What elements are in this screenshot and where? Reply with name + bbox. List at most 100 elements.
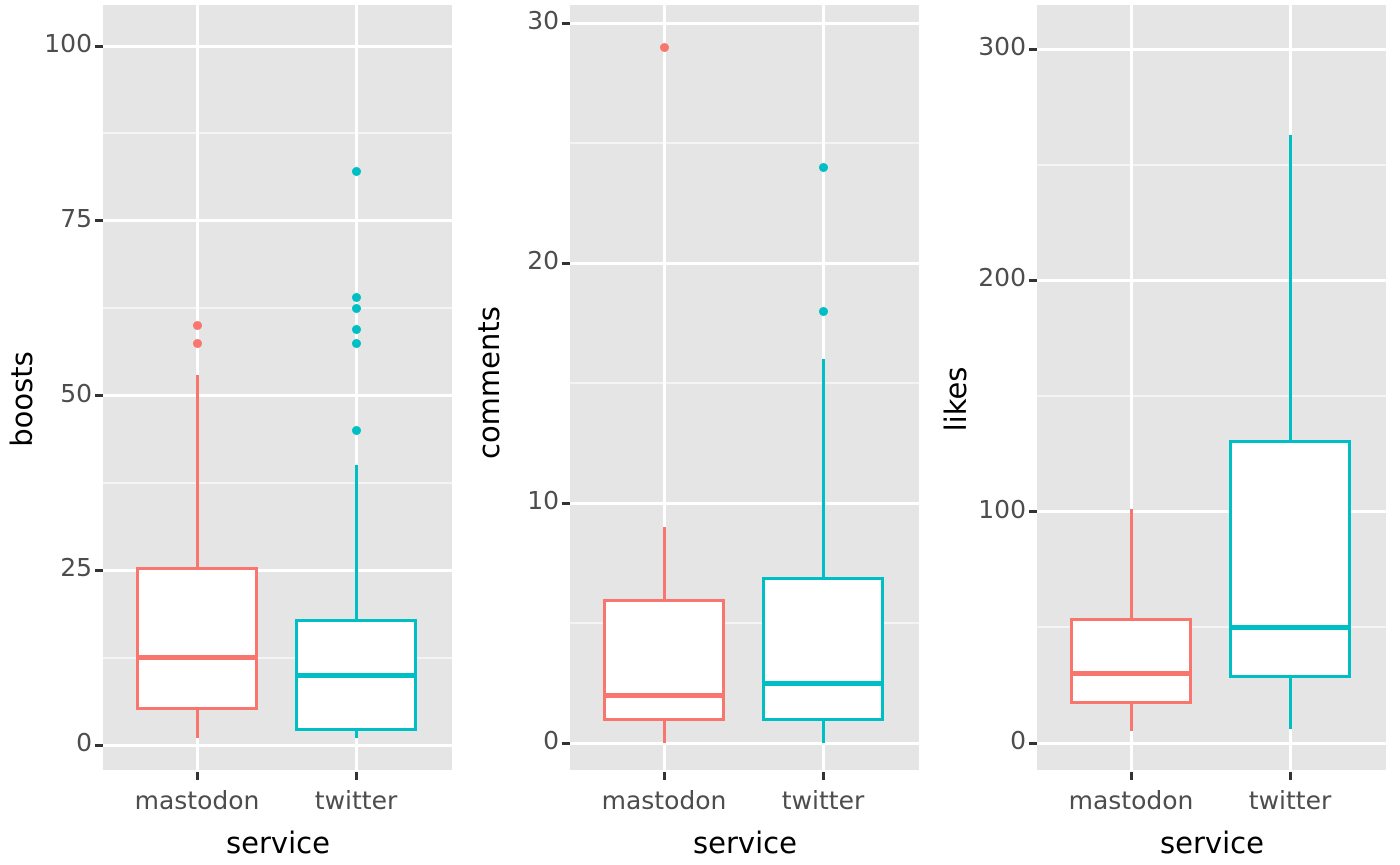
x-axis-tick-mark: [354, 772, 358, 780]
box-iqr: [603, 599, 725, 722]
gridline-major: [1037, 741, 1386, 745]
gridline-major: [103, 44, 452, 48]
outlier-point: [351, 338, 361, 348]
gridline-major: [103, 743, 452, 747]
y-axis-tick-label: 75: [60, 203, 92, 233]
x-axis-tick-mark: [1288, 772, 1292, 780]
x-axis-tick-mark: [1129, 772, 1133, 780]
median-line: [1229, 624, 1351, 630]
median-line: [762, 680, 884, 686]
gridline-major: [570, 501, 919, 505]
y-axis-tick-mark: [1029, 278, 1037, 282]
y-axis-tick-mark: [95, 394, 103, 397]
median-line: [603, 692, 725, 698]
x-axis-tick-mark: [821, 772, 825, 780]
gridline-minor: [1037, 395, 1386, 397]
y-axis-tick-label: 10: [527, 486, 559, 515]
outlier-point: [659, 42, 669, 52]
gridline-minor: [570, 382, 919, 384]
outlier-point: [351, 324, 361, 334]
gridline-minor: [103, 132, 452, 135]
median-line: [295, 672, 417, 678]
y-axis-tick-mark: [562, 261, 570, 265]
gridline-minor: [103, 307, 452, 310]
y-axis-tick-mark: [1029, 47, 1037, 51]
x-axis-tick-mark: [662, 772, 666, 780]
y-axis-tick-label: 100: [978, 494, 1026, 524]
y-axis-tick-label: 25: [60, 553, 92, 583]
gridline-major: [570, 21, 919, 25]
gridline-minor: [1037, 163, 1386, 166]
outlier-point: [351, 293, 361, 303]
y-axis-tick-mark: [95, 568, 103, 572]
whisker-upper: [662, 527, 666, 599]
y-axis-tick-label: 300: [978, 32, 1026, 61]
gridline-major: [1037, 278, 1386, 282]
x-axis-tick-label: twitter: [314, 786, 398, 815]
whisker-lower: [1288, 678, 1292, 730]
y-axis-title: likes: [939, 366, 973, 432]
x-axis-title: service: [1160, 826, 1264, 860]
y-axis-tick-mark: [562, 501, 570, 505]
box-iqr: [1229, 439, 1351, 679]
y-axis-tick-label: 200: [978, 263, 1026, 293]
gridline-minor: [1037, 626, 1386, 629]
box-iqr: [136, 566, 258, 711]
outlier-point: [351, 425, 361, 435]
y-axis-tick-mark: [95, 44, 103, 48]
x-axis-title: service: [226, 826, 330, 860]
y-axis-tick-label: 0: [1010, 726, 1026, 755]
x-axis-title: service: [693, 826, 797, 860]
y-axis-tick-label: 100: [44, 29, 92, 58]
gridline-vertical: [662, 5, 666, 770]
gridline-vertical: [1129, 5, 1133, 770]
whisker-upper: [1288, 134, 1292, 440]
y-axis-tick-mark: [95, 219, 103, 223]
gridline-major: [570, 261, 919, 265]
gridline-minor: [570, 622, 919, 624]
x-axis-tick-label: mastodon: [601, 786, 727, 815]
gridline-major: [1037, 510, 1386, 514]
gridline-major: [103, 219, 452, 223]
y-axis-tick-mark: [562, 21, 570, 25]
y-axis-tick-label: 30: [527, 6, 559, 35]
y-axis-tick-label: 0: [76, 728, 92, 757]
x-axis-tick-label: twitter: [781, 786, 865, 815]
y-axis-tick-label: 0: [543, 726, 559, 755]
gridline-major: [570, 741, 919, 745]
whisker-lower: [821, 721, 825, 743]
outlier-point: [351, 303, 361, 313]
whisker-upper: [821, 359, 825, 578]
whisker-lower: [195, 710, 199, 738]
y-axis-tick-mark: [1029, 510, 1037, 514]
gridline-major: [103, 394, 452, 397]
box-iqr: [762, 577, 884, 722]
outlier-point: [818, 162, 828, 172]
outlier-point: [351, 167, 361, 177]
y-axis-tick-label: 50: [60, 378, 92, 408]
outlier-point: [192, 338, 202, 348]
gridline-major: [103, 568, 452, 572]
whisker-upper: [1129, 509, 1133, 619]
gridline-minor: [570, 142, 919, 144]
x-axis-tick-label: twitter: [1248, 786, 1332, 815]
y-axis-tick-mark: [95, 743, 103, 747]
median-line: [136, 655, 258, 661]
whisker-lower: [1129, 703, 1133, 732]
x-axis-tick-label: mastodon: [1068, 786, 1194, 815]
median-line: [1070, 671, 1192, 677]
whisker-upper: [195, 374, 199, 567]
outlier-point: [818, 306, 828, 316]
x-axis-tick-label: mastodon: [134, 786, 260, 815]
whisker-lower: [662, 721, 666, 743]
whisker-upper: [354, 465, 358, 620]
y-axis-tick-mark: [562, 741, 570, 745]
gridline-major: [1037, 47, 1386, 51]
y-axis-tick-mark: [1029, 741, 1037, 745]
box-iqr: [1070, 618, 1192, 704]
x-axis-tick-mark: [195, 772, 199, 780]
gridline-minor: [103, 656, 452, 659]
gridline-vertical: [354, 5, 358, 770]
y-axis-tick-label: 20: [527, 246, 559, 275]
